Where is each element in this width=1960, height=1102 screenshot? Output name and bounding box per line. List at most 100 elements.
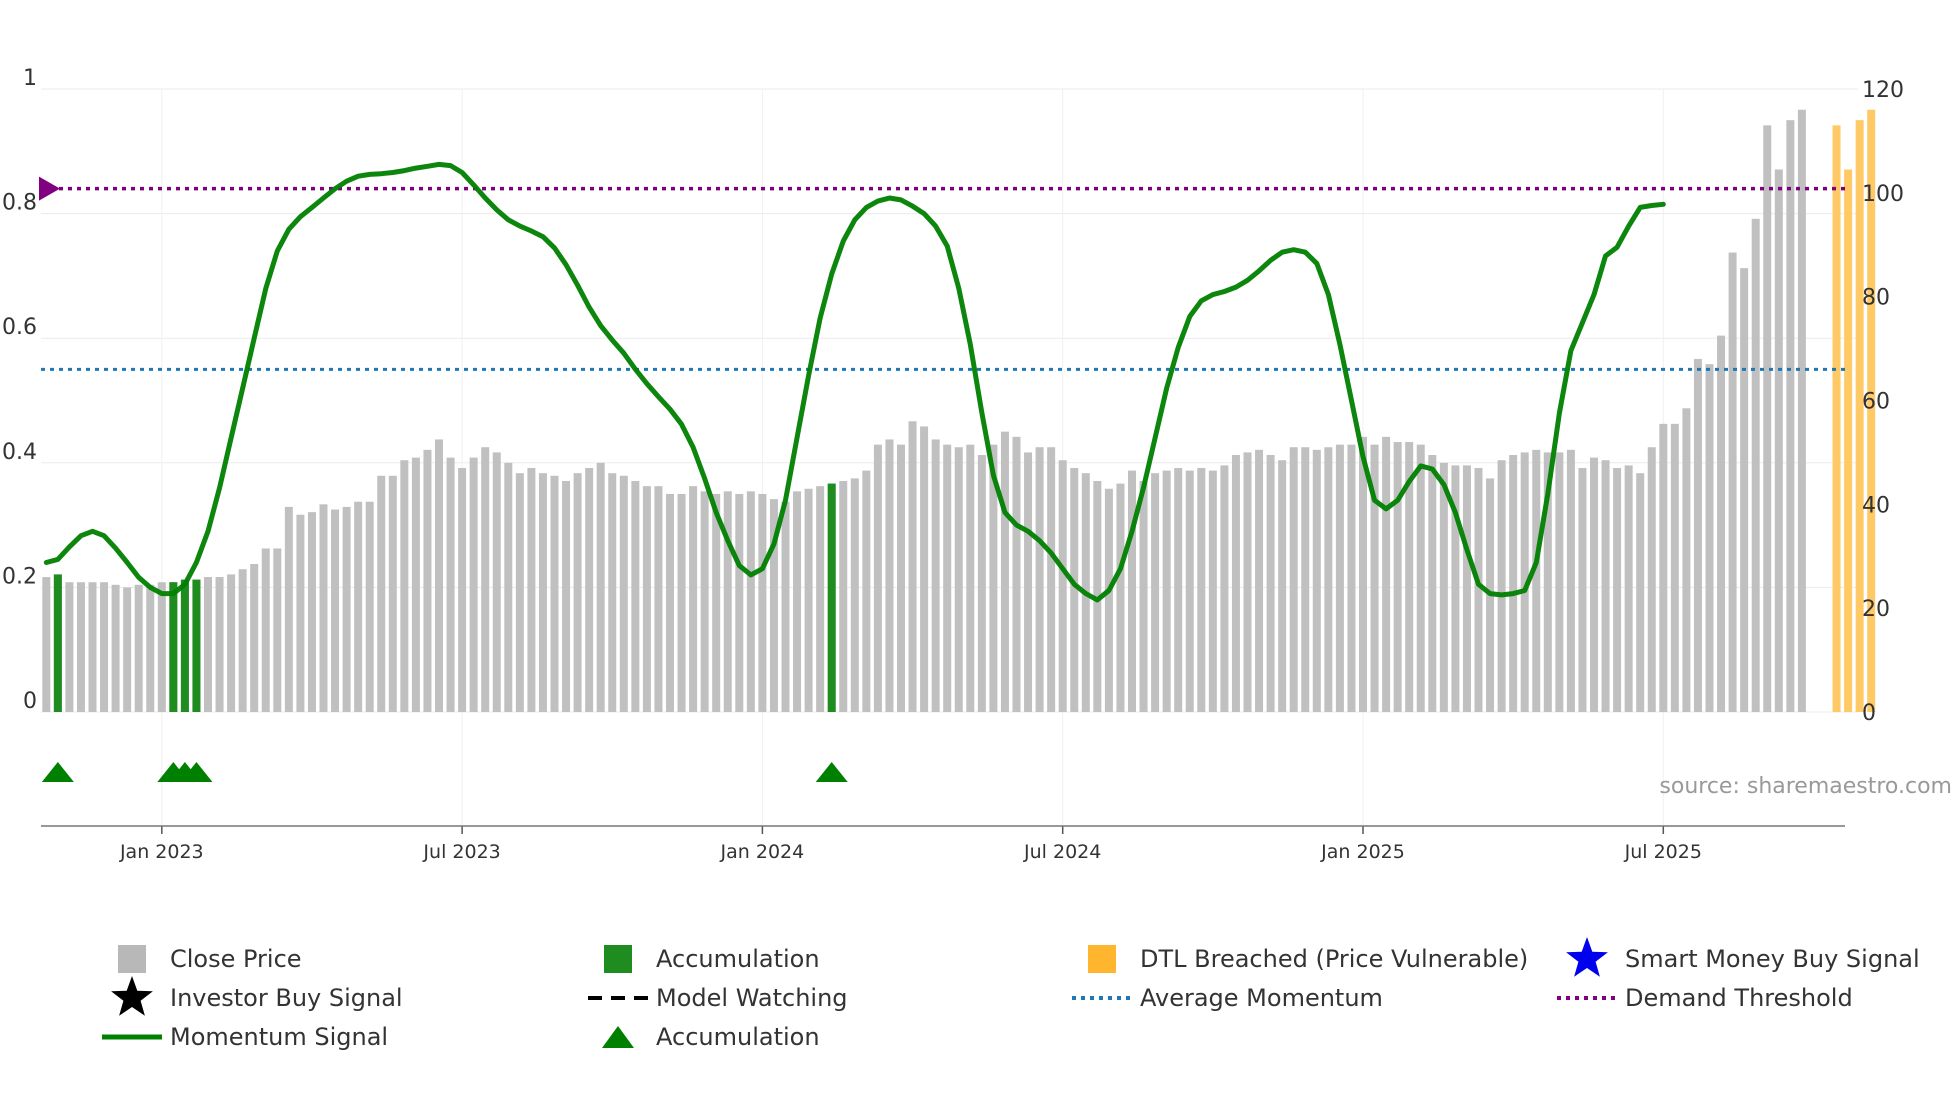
legend-star-icon: [111, 976, 153, 1016]
legend-triangle-icon: [602, 1026, 634, 1048]
close-price-bar: [804, 488, 813, 712]
close-price-bar: [515, 473, 524, 712]
left-tick-label: 1: [23, 66, 37, 91]
left-tick-label: 0.6: [2, 315, 37, 340]
close-price-bar: [1613, 467, 1622, 712]
close-price-bar: [1208, 470, 1217, 712]
right-tick-label: 100: [1862, 182, 1904, 207]
momentum-signal-line: [43, 161, 1666, 603]
close-price-bar: [1035, 447, 1044, 712]
close-price-bar: [1220, 465, 1229, 712]
close-price-bar: [608, 473, 617, 712]
close-price-bar: [1139, 480, 1148, 712]
close-price-bar: [1670, 423, 1679, 712]
legend-label: Demand Threshold: [1625, 984, 1853, 1012]
close-price-bar: [354, 501, 363, 712]
accumulation-bar: [180, 579, 189, 712]
close-price-bar: [1624, 465, 1633, 712]
close-price-bar: [88, 582, 97, 712]
close-price-bar: [1162, 470, 1171, 712]
close-price-bar: [273, 548, 282, 712]
close-price-bar: [966, 444, 975, 712]
dtl-breached-bar: [1844, 169, 1853, 713]
right-tick-label: 60: [1862, 390, 1890, 415]
close-price-bar: [954, 447, 963, 712]
close-price-bar: [238, 569, 247, 712]
close-price-bar: [943, 444, 952, 712]
close-price-bar: [1012, 436, 1021, 712]
accumulation-bar: [53, 574, 62, 712]
legend-star-icon: [1566, 937, 1608, 977]
close-price-bar: [862, 470, 871, 712]
close-price-bar: [619, 475, 628, 712]
close-price-bar: [1393, 442, 1402, 712]
legend-label: Investor Buy Signal: [170, 984, 403, 1012]
close-price-bar: [1763, 125, 1772, 712]
close-price-bar: [1312, 449, 1321, 712]
legend-label: Accumulation: [656, 945, 820, 973]
close-price-bar: [1693, 358, 1702, 712]
close-price-bar: [1462, 465, 1471, 712]
accumulation-triangle: [41, 762, 74, 782]
close-price-bar: [585, 467, 594, 712]
close-price-bar: [1024, 452, 1033, 712]
close-price-bar: [1416, 444, 1425, 712]
close-price-bar: [481, 447, 490, 712]
close-price-bar: [469, 457, 478, 712]
price-bars: [42, 109, 1876, 713]
close-price-bar: [769, 499, 778, 712]
close-price-bar: [504, 462, 513, 712]
legend-label: DTL Breached (Price Vulnerable): [1140, 945, 1528, 973]
close-price-bar: [215, 577, 224, 712]
close-price-bar: [157, 582, 166, 712]
legend-label: Momentum Signal: [170, 1023, 388, 1051]
close-price-bar: [723, 491, 732, 712]
close-price-bar: [319, 504, 328, 712]
close-price-bar: [1578, 467, 1587, 712]
close-price-bar: [1740, 268, 1749, 712]
close-price-bar: [435, 439, 443, 712]
close-price-bar: [920, 426, 929, 712]
close-price-bar: [897, 444, 905, 712]
close-price-bar: [1347, 444, 1356, 712]
close-price-bar: [989, 444, 998, 712]
close-price-bar: [1543, 452, 1552, 712]
close-price-bar: [689, 486, 698, 712]
dtl-breached-bar: [1832, 125, 1841, 712]
close-price-bar: [666, 493, 674, 712]
close-price-bar: [735, 493, 744, 712]
close-price-bar: [631, 480, 640, 712]
axes: 0 0.2 0.4 0.6 0.8 1 0 20 40 60 80 100 120 Jan 2023 Jul…: [2, 66, 1904, 863]
close-price-bar: [1243, 452, 1252, 712]
close-price-bar: [307, 512, 316, 712]
close-price-bar: [1278, 460, 1287, 712]
legend-label: Model Watching: [656, 984, 848, 1012]
close-price-bar: [1266, 455, 1275, 712]
close-price-bar: [1682, 408, 1691, 712]
close-price-bar: [816, 486, 825, 712]
close-price-bar: [65, 582, 74, 712]
close-price-bar: [654, 486, 663, 712]
legend-label: Accumulation: [656, 1023, 820, 1051]
close-price-bar: [1497, 460, 1506, 712]
close-price-bar: [377, 475, 386, 712]
close-price-bar: [1636, 473, 1645, 712]
close-price-bar: [758, 493, 767, 712]
close-price-bar: [146, 584, 155, 712]
close-price-bar: [250, 564, 259, 712]
close-price-bar: [1289, 447, 1298, 712]
close-price-bar: [538, 473, 547, 712]
close-price-bar: [1728, 252, 1737, 712]
accumulation-bar: [169, 582, 178, 712]
close-price-bar: [885, 439, 894, 712]
close-price-bar: [1000, 431, 1009, 712]
close-price-bar: [746, 491, 755, 712]
close-price-bar: [850, 478, 859, 712]
dtl-breached-bar: [1855, 120, 1864, 712]
right-tick-label: 40: [1862, 493, 1890, 518]
dtl-breached-bar: [1867, 109, 1876, 713]
close-price-bar: [793, 491, 802, 712]
close-price-bar: [1370, 444, 1379, 712]
close-price-bar: [642, 486, 651, 712]
